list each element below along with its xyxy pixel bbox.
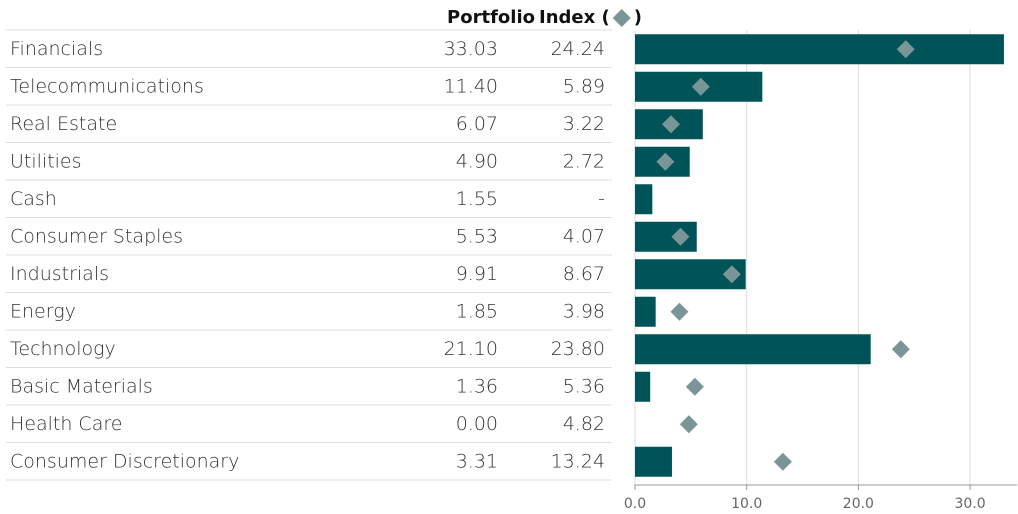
table-value: 21.10: [444, 338, 498, 360]
legend-diamond: [612, 9, 631, 27]
table-value: 1.85: [456, 300, 498, 322]
column-header: Index (: [539, 7, 610, 28]
bar: [635, 184, 653, 215]
table-value: 3.98: [563, 300, 605, 322]
column-header: ): [634, 7, 642, 28]
diamond-marker: [661, 115, 680, 134]
table-value: -: [598, 188, 605, 210]
table-value: 2.72: [563, 150, 605, 172]
bar: [635, 296, 656, 327]
bar: [635, 446, 672, 477]
diamond-marker: [656, 152, 675, 171]
table-value: 11.40: [444, 75, 498, 97]
table-value: 23.80: [551, 338, 605, 360]
diamond-marker: [691, 77, 710, 96]
table-value: 4.07: [563, 225, 605, 247]
table-value: 5.36: [563, 375, 605, 397]
table-value: 24.24: [551, 38, 605, 60]
table-value: 5.53: [456, 225, 498, 247]
diamond-marker: [891, 340, 910, 359]
bar: [635, 334, 871, 365]
x-tick-label: 10.0: [731, 496, 762, 512]
diamond-marker: [722, 265, 741, 284]
diamond-marker: [896, 40, 915, 59]
column-header: Portfolio: [447, 7, 535, 28]
category-label: Utilities: [10, 150, 82, 172]
diamond-marker: [685, 377, 704, 396]
table-value: 3.22: [563, 113, 605, 135]
category-label: Health Care: [10, 413, 122, 435]
category-label: Basic Materials: [10, 375, 153, 397]
category-label: Industrials: [10, 263, 109, 285]
x-tick-label: 30.0: [955, 496, 986, 512]
category-label: Cash: [10, 188, 57, 210]
category-label: Technology: [10, 338, 116, 360]
category-label: Telecommunications: [10, 75, 204, 97]
table-value: 8.67: [563, 263, 605, 285]
category-label: Energy: [10, 300, 76, 322]
bar: [635, 34, 1004, 65]
table-value: 1.55: [456, 188, 498, 210]
table-value: 4.82: [563, 413, 605, 435]
table-value: 5.89: [563, 75, 605, 97]
table-value: 3.31: [456, 450, 498, 472]
diamond-marker: [671, 227, 690, 246]
diamond-marker: [773, 452, 792, 471]
table-value: 0.00: [456, 413, 498, 435]
table-value: 33.03: [444, 38, 498, 60]
table-value: 4.90: [456, 150, 498, 172]
diamond-marker: [679, 415, 698, 434]
table-value: 9.91: [456, 263, 498, 285]
table-value: 6.07: [456, 113, 498, 135]
category-label: Real Estate: [10, 113, 117, 135]
table-value: 13.24: [551, 450, 605, 472]
table-value: 1.36: [456, 375, 498, 397]
category-label: Consumer Discretionary: [10, 450, 239, 472]
category-label: Consumer Staples: [10, 225, 183, 247]
category-label: Financials: [10, 38, 103, 60]
diamond-marker: [670, 302, 689, 321]
x-tick-label: 20.0: [843, 496, 874, 512]
bar: [635, 371, 651, 402]
x-tick-label: 0.0: [624, 496, 646, 512]
